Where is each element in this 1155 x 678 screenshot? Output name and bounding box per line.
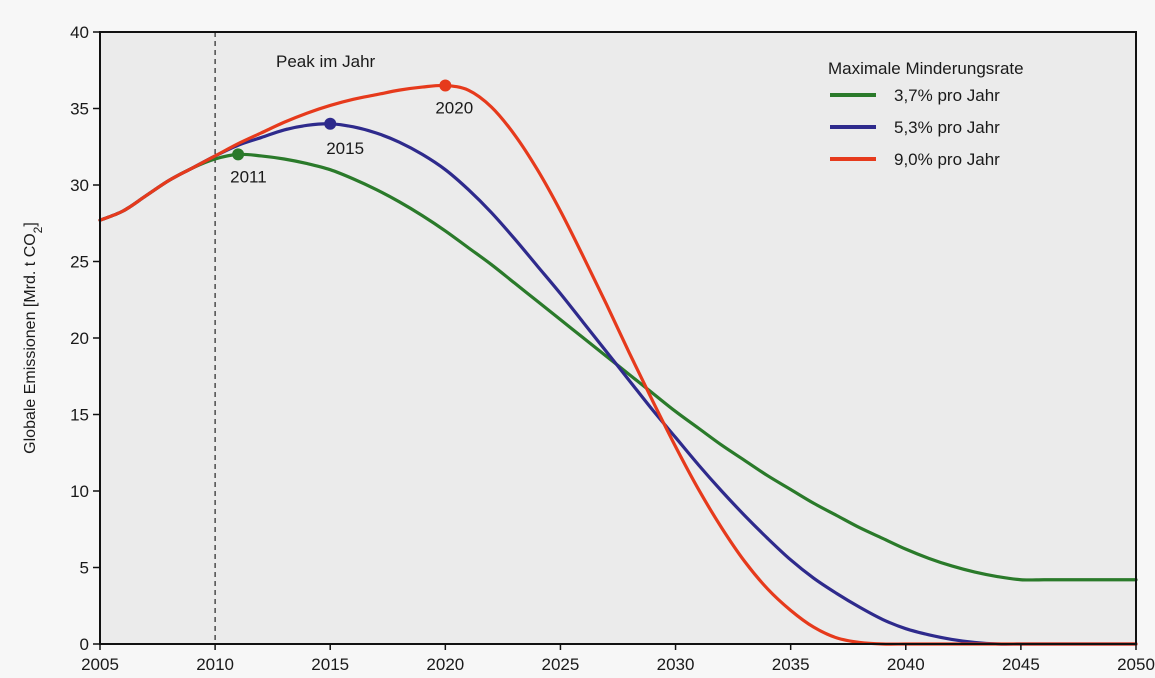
- peak-marker-2020: [439, 79, 452, 92]
- y-tick-label: 5: [80, 559, 89, 578]
- legend-title: Maximale Minderungsrate: [828, 59, 1024, 78]
- series-line-2: [98, 122, 1138, 646]
- x-tick-label: 2025: [542, 655, 580, 674]
- peak-marker-2015: [324, 117, 337, 130]
- x-tick-label: 2015: [311, 655, 349, 674]
- peak-annotation: Peak im Jahr: [276, 52, 376, 71]
- legend-label-2: 5,3% pro Jahr: [894, 118, 1000, 137]
- peak-label-2015: 2015: [326, 139, 364, 158]
- y-tick-label: 10: [70, 482, 89, 501]
- y-tick-label: 35: [70, 100, 89, 119]
- peak-marker-2011: [232, 148, 245, 161]
- peak-label-2011: 2011: [230, 167, 267, 186]
- x-tick-label: 2005: [81, 655, 119, 674]
- x-tick-label: 2035: [772, 655, 810, 674]
- y-tick-label: 40: [70, 23, 89, 42]
- x-tick-label: 2030: [657, 655, 695, 674]
- y-tick-label: 20: [70, 329, 89, 348]
- x-tick-label: 2020: [426, 655, 464, 674]
- peak-label-2020: 2020: [435, 99, 473, 118]
- legend-label-1: 3,7% pro Jahr: [894, 86, 1000, 105]
- y-tick-label: 15: [70, 406, 89, 425]
- x-tick-label: 2010: [196, 655, 234, 674]
- y-axis-label: Globale Emissionen [Mrd. t CO2]: [22, 222, 45, 454]
- y-tick-label: 30: [70, 176, 89, 195]
- y-tick-label: 0: [80, 635, 89, 654]
- x-tick-label: 2040: [887, 655, 925, 674]
- legend-label-3: 9,0% pro Jahr: [894, 150, 1000, 169]
- x-tick-label: 2050: [1117, 655, 1155, 674]
- y-tick-label: 25: [70, 253, 89, 272]
- x-tick-label: 2045: [1002, 655, 1040, 674]
